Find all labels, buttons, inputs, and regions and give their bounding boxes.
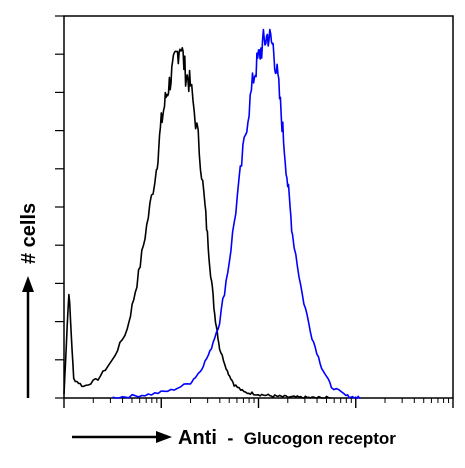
series-layer <box>63 28 361 399</box>
x-axis-arrow-head <box>156 431 172 443</box>
x-axis-label-separator: - <box>227 428 233 448</box>
y-axis-arrow-head <box>22 276 34 292</box>
x-axis-label-suffix: Glucogon receptor <box>244 429 396 448</box>
y-axis-label: # cells <box>18 203 40 264</box>
series-2-line <box>112 28 361 399</box>
x-axis-ticks <box>63 398 454 408</box>
y-axis-ticks <box>55 15 64 399</box>
x-axis-label: Anti - Glucogon receptor <box>178 427 396 449</box>
series-1-line <box>63 47 332 399</box>
x-axis-label-prefix: Anti <box>178 427 217 449</box>
